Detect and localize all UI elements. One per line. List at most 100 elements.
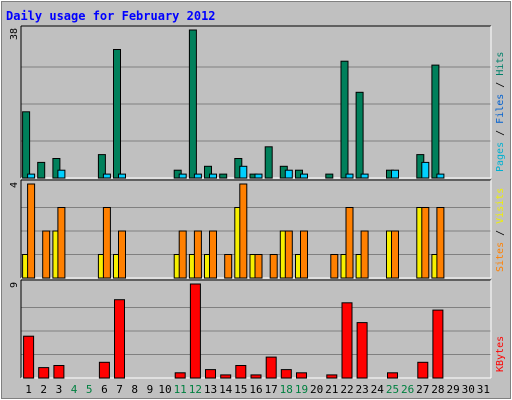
bar-sites-day-14 [224,254,233,279]
bar-kbytes-day-14 [220,374,232,379]
bar-sites-day-6 [102,207,111,279]
bar-files-day-16 [254,173,263,179]
x-tick-label: 29 [446,383,459,396]
bar-kbytes-day-18 [280,369,292,379]
legend-separator: / [495,224,506,242]
bar-hits-day-1 [22,111,31,179]
panel-visits-sites: 4 Sites / Visits [9,179,506,279]
x-tick-label: 23 [355,383,368,396]
bar-files-day-3 [57,169,66,179]
x-tick-label: 20 [310,383,323,396]
bar-files-day-15 [239,165,248,179]
bar-kbytes-day-13 [205,369,216,379]
bar-hits-day-6 [97,154,106,179]
bar-hits-day-28 [431,64,440,179]
legend-entry: Pages [495,142,506,172]
x-tick-label: 18 [280,383,293,396]
bar-kbytes-day-25 [387,372,398,379]
panel-hits-files-pages: 38 Pages / Files / Hits [9,25,506,179]
bar-files-day-11 [178,173,187,179]
y-max-label: 38 [9,28,20,40]
legend-separator: / [495,124,506,142]
x-tick-label: 28 [431,383,444,396]
bar-kbytes-day-17 [265,356,277,379]
x-tick-label: 3 [56,383,63,396]
bar-files-day-18 [284,169,293,179]
bar-kbytes-day-28 [432,309,444,379]
bar-hits-day-14 [219,173,228,179]
bar-kbytes-day-2 [38,367,50,379]
bar-hits-day-22 [340,60,349,179]
bar-files-day-6 [102,173,111,179]
bar-files-day-19 [300,173,308,179]
bar-files-day-23 [360,173,369,179]
bar-kbytes-day-3 [53,365,65,379]
bar-sites-day-18 [284,230,293,279]
legend-entry: Files [495,94,506,124]
bar-sites-day-17 [269,254,278,279]
x-tick-label: 30 [462,383,475,396]
bar-sites-day-15 [239,183,248,279]
bar-kbytes-day-22 [341,302,353,379]
bar-sites-day-7 [118,230,126,279]
x-tick-label: 24 [371,383,385,396]
bar-sites-day-28 [436,207,445,279]
x-tick-label: 12 [189,383,202,396]
series-legend-label: Pages / Files / Hits [495,52,506,172]
bar-kbytes-day-21 [326,374,338,379]
bar-kbytes-day-27 [417,361,429,379]
x-tick-label: 13 [204,383,217,396]
x-tick-label: 2 [40,383,47,396]
bar-sites-day-19 [300,230,308,279]
x-tick-label: 31 [477,383,490,396]
x-tick-label: 1 [25,383,32,396]
chart-title: Daily usage for February 2012 [6,9,216,23]
x-tick-label: 26 [401,383,414,396]
bar-files-day-27 [421,161,430,179]
bar-sites-day-11 [178,230,187,279]
legend-entry: KBytes [495,336,506,372]
x-tick-label: 7 [116,383,123,396]
bar-kbytes-day-1 [23,335,35,379]
x-tick-label: 16 [249,383,262,396]
x-tick-label: 8 [131,383,138,396]
bar-sites-day-22 [345,207,354,279]
bar-kbytes-day-12 [189,283,201,379]
x-tick-label: 17 [265,383,278,396]
plot-area [21,26,491,178]
bar-kbytes-day-23 [356,322,368,379]
bar-kbytes-day-15 [235,365,247,379]
x-tick-label: 9 [147,383,154,396]
bar-sites-day-2 [42,230,51,279]
x-tick-label: 5 [86,383,93,396]
plot-area [21,280,491,378]
bar-files-day-12 [193,173,202,179]
bar-kbytes-day-7 [114,299,125,379]
bar-kbytes-day-16 [250,374,262,379]
bar-sites-day-21 [330,254,339,279]
bar-files-day-7 [118,173,126,179]
x-axis: 1 2 3 4 5 6 7 8 9 10 11 12 13 14 15 16 17 18 19 20 21 22 23 24 2… [25,383,490,396]
bar-hits-day-13 [204,165,212,179]
bar-hits-day-21 [325,173,334,179]
bar-hits-day-3 [52,158,61,179]
bar-sites-day-13 [209,230,217,279]
bar-sites-day-16 [254,254,263,279]
bar-hits-day-23 [355,91,364,179]
x-tick-label: 27 [416,383,429,396]
x-tick-label: 14 [219,383,233,396]
x-tick-label: 10 [158,383,171,396]
legend-entry: Sites [495,242,506,272]
panel-kbytes: 9 KBytes [9,279,506,379]
legend-entry: Hits [495,52,506,76]
bar-sites-day-3 [57,207,66,279]
bar-hits-day-7 [113,49,121,179]
bar-files-day-28 [436,173,445,179]
bar-sites-day-1 [27,183,36,279]
bar-kbytes-day-6 [98,361,110,379]
panels: 38 Pages / Files / Hits 4 Sites / Visits 9 KB… [9,25,506,379]
bar-sites-day-23 [360,230,369,279]
bar-kbytes-day-19 [296,372,307,379]
